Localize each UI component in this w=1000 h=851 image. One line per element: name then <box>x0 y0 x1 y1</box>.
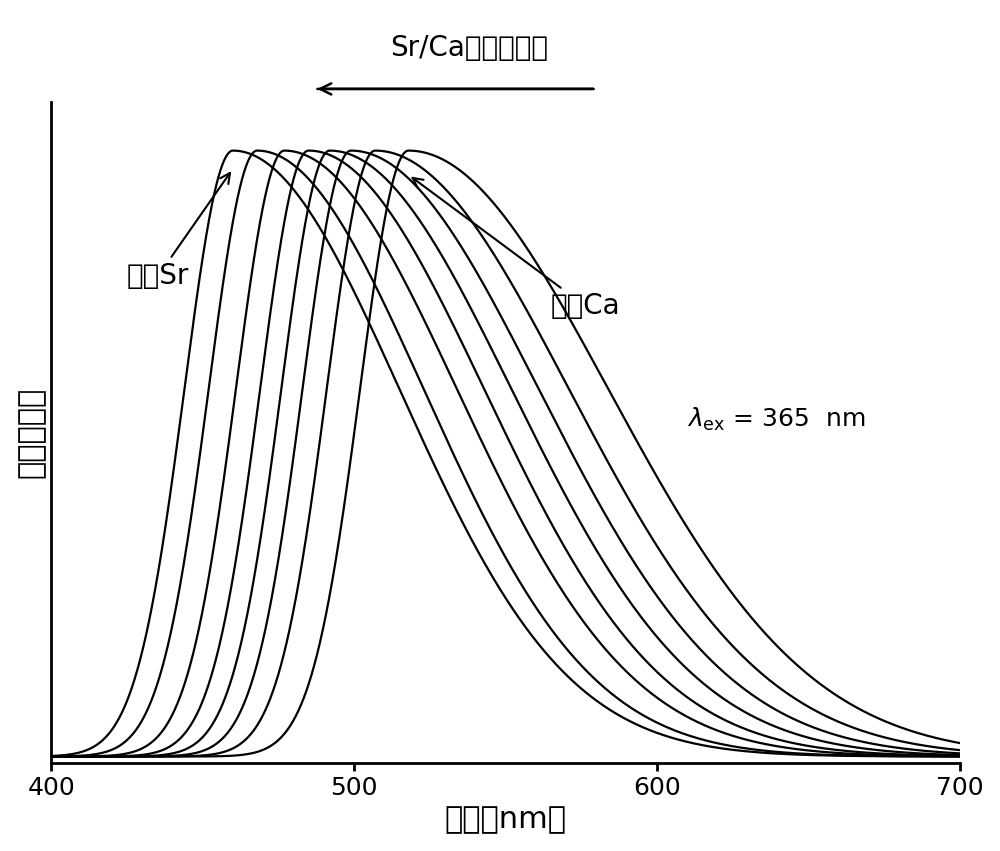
Y-axis label: 归一化强度: 归一化强度 <box>17 386 46 478</box>
Text: 全为Ca: 全为Ca <box>413 178 620 320</box>
X-axis label: 波长（nm）: 波长（nm） <box>444 805 566 834</box>
Text: $\lambda_\mathrm{ex}$ = 365  nm: $\lambda_\mathrm{ex}$ = 365 nm <box>687 406 865 433</box>
Text: Sr/Ca的比例增加: Sr/Ca的比例增加 <box>390 35 548 62</box>
Text: 全为Sr: 全为Sr <box>127 173 230 290</box>
